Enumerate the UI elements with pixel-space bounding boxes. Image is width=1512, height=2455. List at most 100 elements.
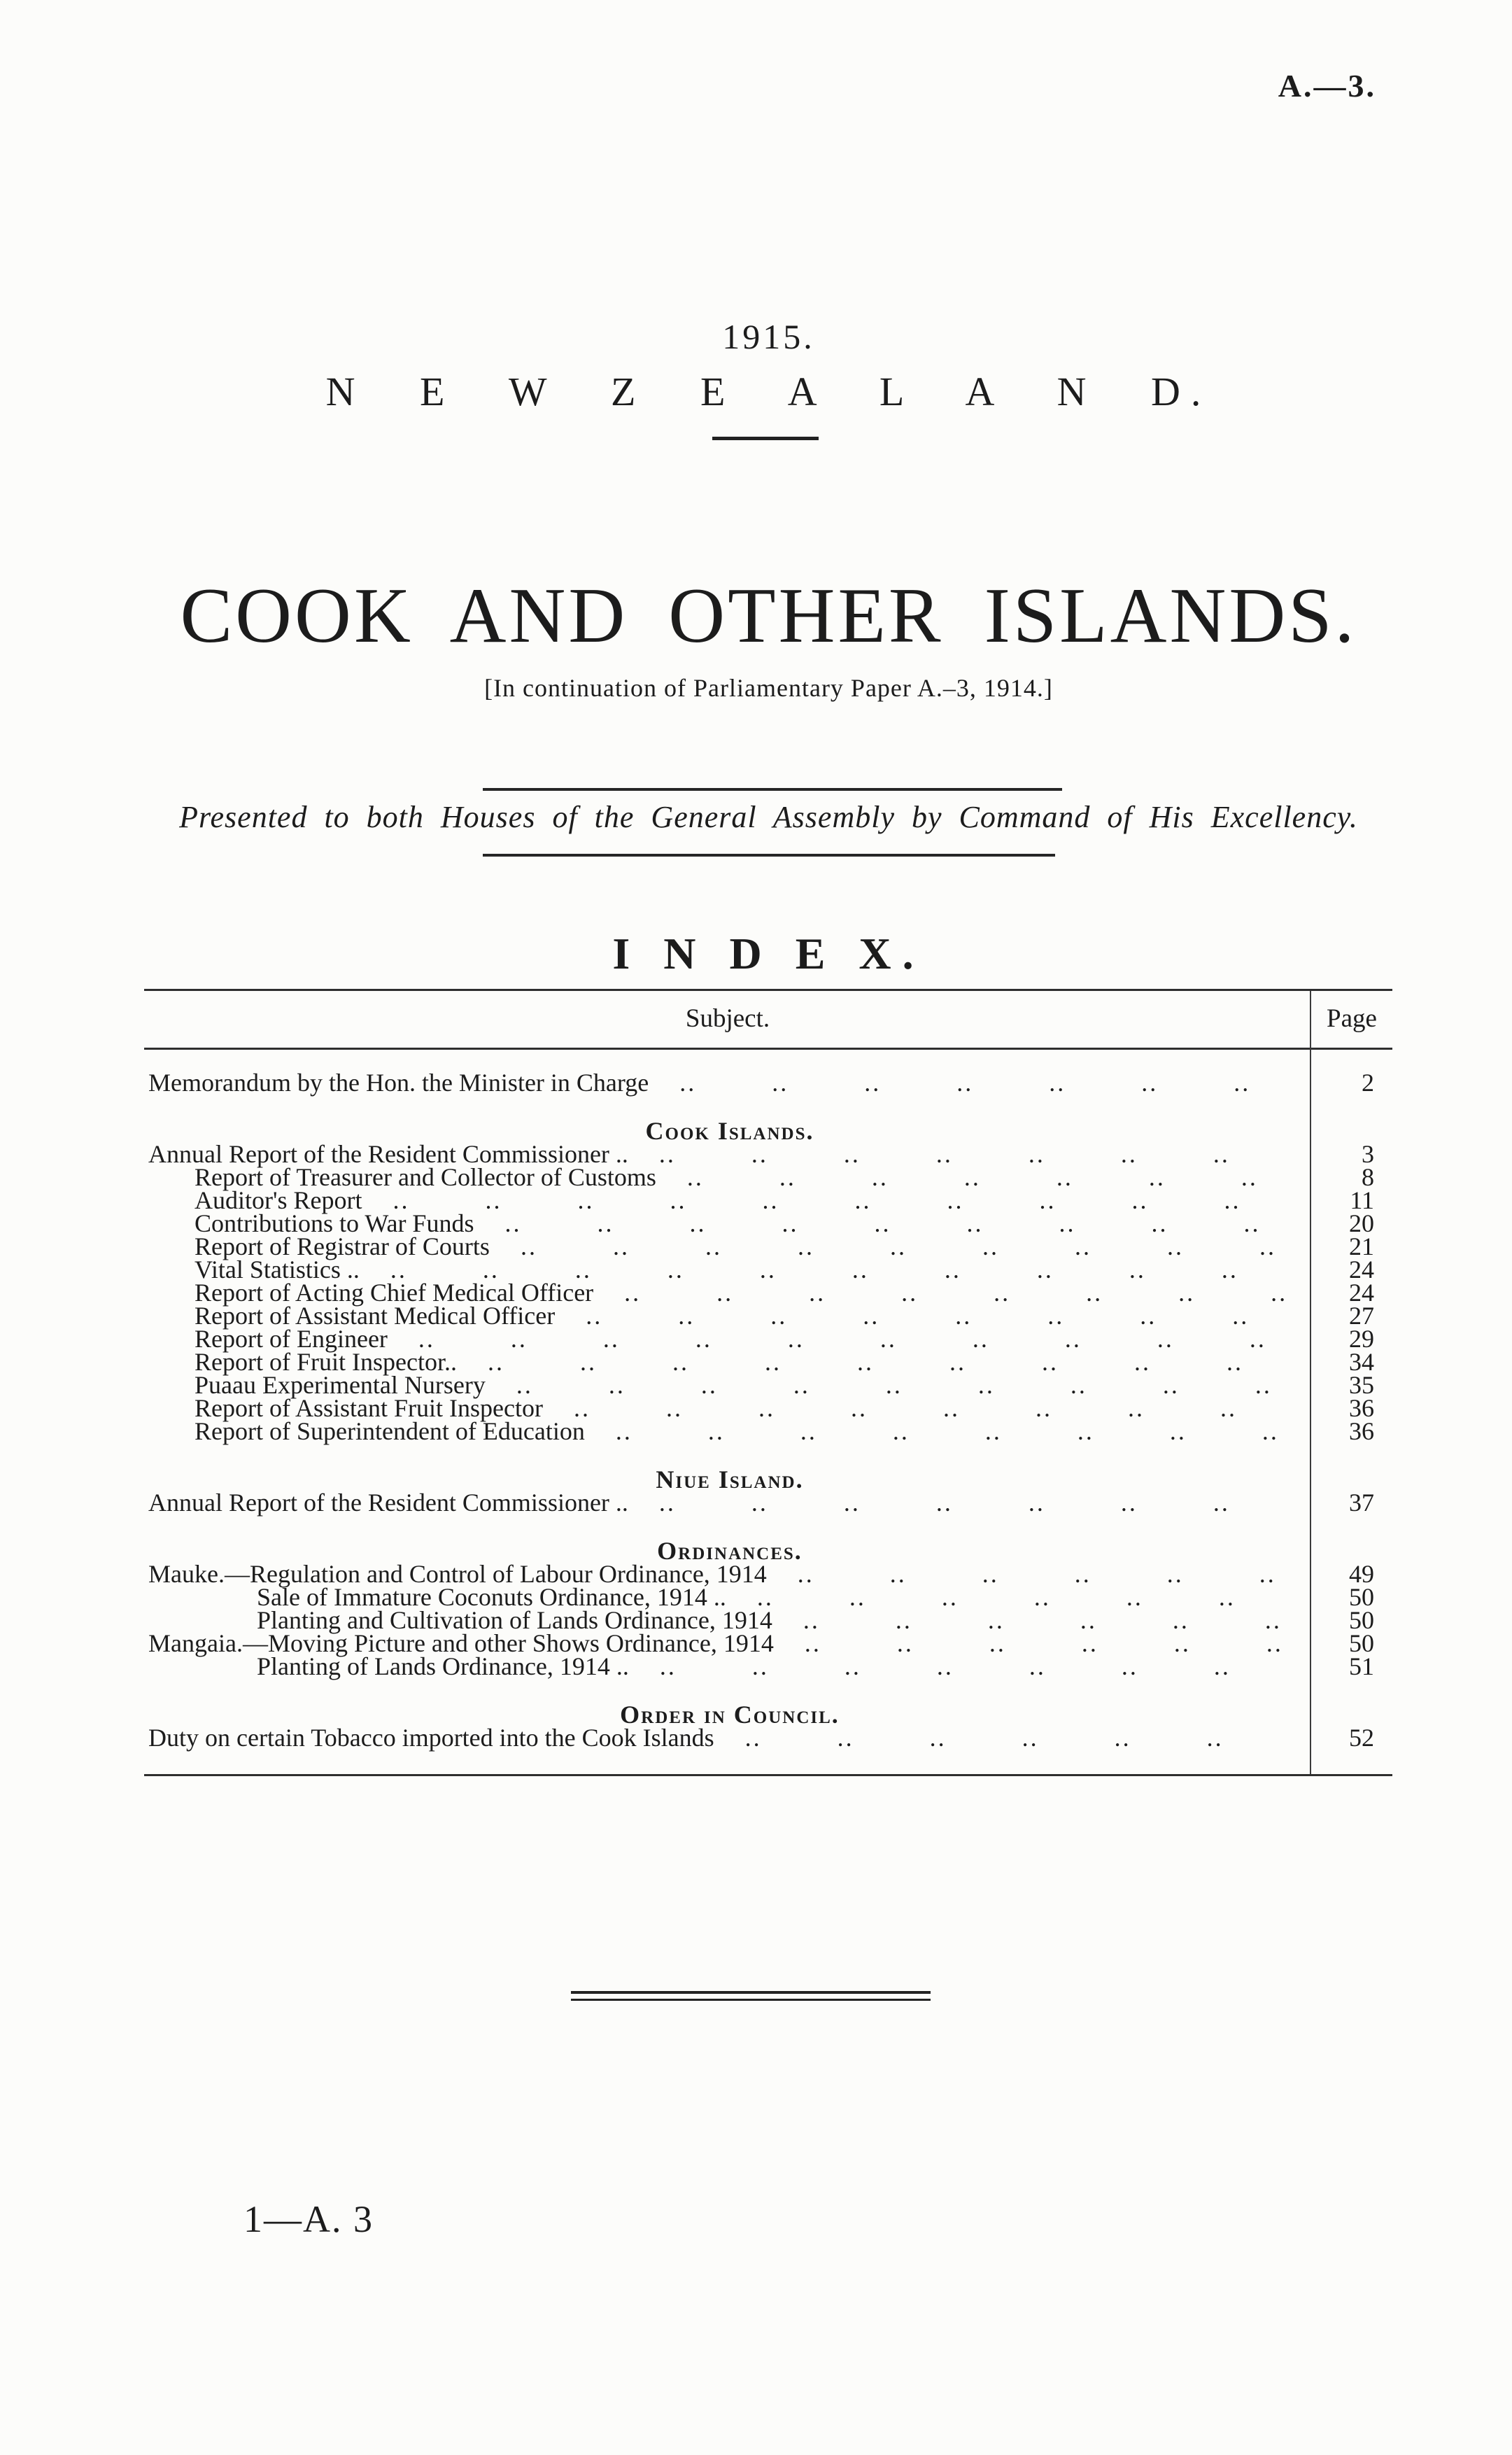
index-entry-title: Report of Treasurer and Collector of Cus…	[195, 1163, 656, 1191]
index-entry-title: Report of Engineer	[195, 1325, 388, 1353]
page-number: 50	[1349, 1629, 1374, 1657]
dot-leader: .. .. .. .. .. .. .. .. .. .. .. .. .. .…	[744, 1726, 1290, 1750]
divider-rule-top	[483, 788, 1062, 791]
dot-leader: .. .. .. .. .. .. .. .. .. .. .. .. .. .…	[659, 1655, 1290, 1678]
page-number: 50	[1349, 1583, 1374, 1611]
presented-line: Presented to both Houses of the General …	[179, 800, 1358, 834]
index-entry: Mauke.—Regulation and Control of Labour …	[148, 1560, 1392, 1588]
index-entry-title: Contributions to War Funds	[195, 1209, 474, 1237]
page-number: 11	[1350, 1186, 1374, 1214]
table-bottom-rule	[144, 1774, 1392, 1776]
index-entry-title: Memorandum by the Hon. the Minister in C…	[148, 1069, 649, 1097]
page-number: 24	[1349, 1255, 1374, 1283]
index-entry-title: Vital Statistics ..	[195, 1255, 360, 1283]
column-header-page: Page	[1327, 1004, 1377, 1033]
dot-leader: .. .. .. .. .. .. .. .. .. .. .. .. .. .…	[803, 1609, 1290, 1632]
index-entry-title: Report of Superintendent of Education	[195, 1417, 585, 1445]
dot-leader: .. .. .. .. .. .. .. .. .. .. .. .. .. .…	[804, 1632, 1290, 1655]
index-entry: Planting and Cultivation of Lands Ordina…	[148, 1606, 1392, 1634]
page-number: 52	[1349, 1724, 1374, 1752]
divider-rule-bottom	[483, 854, 1055, 857]
table-top-rule	[144, 989, 1392, 991]
page-number: 20	[1349, 1209, 1374, 1237]
page-number: 50	[1349, 1606, 1374, 1634]
index-entry-title: Planting and Cultivation of Lands Ordina…	[257, 1606, 772, 1634]
index-entry-title: Report of Assistant Fruit Inspector	[195, 1394, 543, 1422]
index-entry: Report of Fruit Inspector.. .. .. .. .. .…	[148, 1348, 1392, 1376]
country-heading: N E W Z E A L A N D.	[325, 369, 1212, 414]
index-entry-title: Duty on certain Tobacco imported into th…	[148, 1724, 714, 1752]
dot-leader: .. .. .. .. .. .. .. .. .. .. .. .. .. .…	[679, 1071, 1290, 1095]
index-entry-title: Mauke.—Regulation and Control of Labour …	[148, 1560, 767, 1588]
dot-leader: .. .. .. .. .. .. .. .. .. .. .. .. .. .…	[797, 1563, 1290, 1586]
dot-leader: .. .. .. .. .. .. .. .. .. .. .. .. .. .…	[756, 1586, 1290, 1609]
section-heading: Order in Council.	[620, 1701, 840, 1729]
page-number: 8	[1362, 1163, 1374, 1191]
index-entry-title: Report of Registrar of Courts	[195, 1232, 490, 1260]
index-entry: Duty on certain Tobacco imported into th…	[148, 1724, 1392, 1752]
dot-leader: .. .. .. .. .. .. .. .. .. .. .. .. .. .…	[516, 1374, 1290, 1397]
section-heading: Niue Island.	[656, 1465, 804, 1493]
index-entry: Report of Assistant Medical Officer .. ..…	[148, 1302, 1392, 1330]
index-entry-title: Mangaia.—Moving Picture and other Shows …	[148, 1629, 774, 1657]
page-number: 37	[1349, 1489, 1374, 1517]
dot-leader: .. .. .. .. .. .. .. .. .. .. .. .. .. .…	[658, 1491, 1290, 1514]
index-entry-title: Report of Fruit Inspector..	[195, 1348, 457, 1376]
page-column-rule	[1310, 991, 1311, 1774]
index-entry: Report of Registrar of Courts .. .. .. ..…	[148, 1232, 1392, 1260]
index-entry: Report of Acting Chief Medical Officer..…	[148, 1279, 1392, 1307]
dot-leader: .. .. .. .. .. .. .. .. .. .. .. .. .. .…	[504, 1212, 1290, 1235]
index-entry-title: Sale of Immature Coconuts Ordinance, 191…	[257, 1583, 726, 1611]
index-entry: Contributions to War Funds .. .. .. .. ..…	[148, 1209, 1392, 1237]
column-header-subject: Subject.	[685, 1004, 770, 1033]
index-entry: Report of Assistant Fruit Inspector .. ..…	[148, 1394, 1392, 1422]
index-entry: Sale of Immature Coconuts Ordinance, 191…	[148, 1583, 1392, 1611]
index-entry: Report of Superintendent of Education .. …	[148, 1417, 1392, 1445]
index-rows: Memorandum by the Hon. the Minister in C…	[148, 1069, 1392, 1752]
page-number: 2	[1362, 1069, 1374, 1097]
index-entry: Annual Report of the Resident Commission…	[148, 1489, 1392, 1517]
dot-leader: .. .. .. .. .. .. .. .. .. .. .. .. .. .…	[586, 1304, 1290, 1328]
continuation-note: [In continuation of Parliamentary Paper …	[484, 674, 1053, 702]
dot-leader: .. .. .. .. .. .. .. .. .. .. .. .. .. .…	[686, 1166, 1290, 1189]
doc-reference: A.—3.	[1278, 68, 1376, 104]
index-entry-title: Annual Report of the Resident Commission…	[148, 1140, 628, 1168]
index-entry: Planting of Lands Ordinance, 1914 .. .. .…	[148, 1652, 1392, 1680]
index-heading: I N D E X.	[612, 929, 925, 978]
table-header-row: Subject. Page	[144, 989, 1392, 1048]
page-number: 29	[1349, 1325, 1374, 1353]
dot-leader: .. .. .. .. .. .. .. .. .. .. .. .. .. .…	[390, 1258, 1290, 1281]
page-number: 35	[1349, 1371, 1374, 1399]
index-entry-title: Report of Acting Chief Medical Officer	[195, 1279, 594, 1307]
dot-leader: .. .. .. .. .. .. .. .. .. .. .. .. .. .…	[615, 1420, 1290, 1443]
dot-leader: .. .. .. .. .. .. .. .. .. .. .. .. .. .…	[573, 1397, 1290, 1420]
dot-leader: .. .. .. .. .. .. .. .. .. .. .. .. .. .…	[624, 1281, 1290, 1304]
index-entry-title: Annual Report of the Resident Commission…	[148, 1489, 628, 1517]
table-header-rule	[144, 1048, 1392, 1050]
index-entry: Vital Statistics .. .. .. .. .. .. .. .. …	[148, 1255, 1392, 1283]
dot-leader: .. .. .. .. .. .. .. .. .. .. .. .. .. .…	[418, 1328, 1290, 1351]
index-entry: Annual Report of the Resident Commission…	[148, 1140, 1392, 1168]
page-number: 49	[1349, 1560, 1374, 1588]
index-entry: Memorandum by the Hon. the Minister in C…	[148, 1069, 1392, 1097]
footer-signature: 1—A. 3	[243, 2198, 374, 2240]
index-entry-title: Auditor's Report	[195, 1186, 362, 1214]
page-number: 36	[1349, 1394, 1374, 1422]
index-entry-title: Planting of Lands Ordinance, 1914 ..	[257, 1652, 629, 1680]
dot-leader: .. .. .. .. .. .. .. .. .. .. .. .. .. .…	[658, 1143, 1290, 1166]
page-number: 51	[1349, 1652, 1374, 1680]
index-table: Subject. Page Memorandum by the Hon. the…	[144, 989, 1392, 1776]
index-entry: Report of Treasurer and Collector of Cus…	[148, 1163, 1392, 1191]
short-divider-rule	[712, 437, 819, 440]
index-entry: Report of Engineer .. .. .. .. .. .. .. .…	[148, 1325, 1392, 1353]
main-title: COOK AND OTHER ISLANDS.	[180, 572, 1357, 659]
section-heading: Cook Islands.	[645, 1117, 814, 1145]
dot-leader: .. .. .. .. .. .. .. .. .. .. .. .. .. .…	[393, 1189, 1290, 1212]
page-number: 24	[1349, 1279, 1374, 1307]
page-number: 34	[1349, 1348, 1374, 1376]
index-entry: Puaau Experimental Nursery .. .. .. .. ..…	[148, 1371, 1392, 1399]
page-number: 27	[1349, 1302, 1374, 1330]
page-number: 21	[1349, 1232, 1374, 1260]
index-entry: Mangaia.—Moving Picture and other Shows …	[148, 1629, 1392, 1657]
